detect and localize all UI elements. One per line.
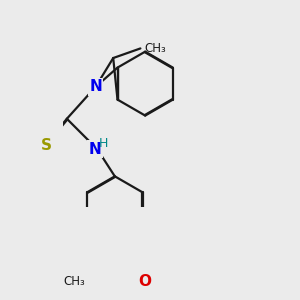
Text: S: S <box>41 138 52 153</box>
Text: O: O <box>138 274 151 289</box>
Text: H: H <box>98 137 108 150</box>
Text: N: N <box>88 142 101 157</box>
Text: CH₃: CH₃ <box>144 42 166 55</box>
Text: CH₃: CH₃ <box>64 275 86 288</box>
Text: N: N <box>89 79 102 94</box>
